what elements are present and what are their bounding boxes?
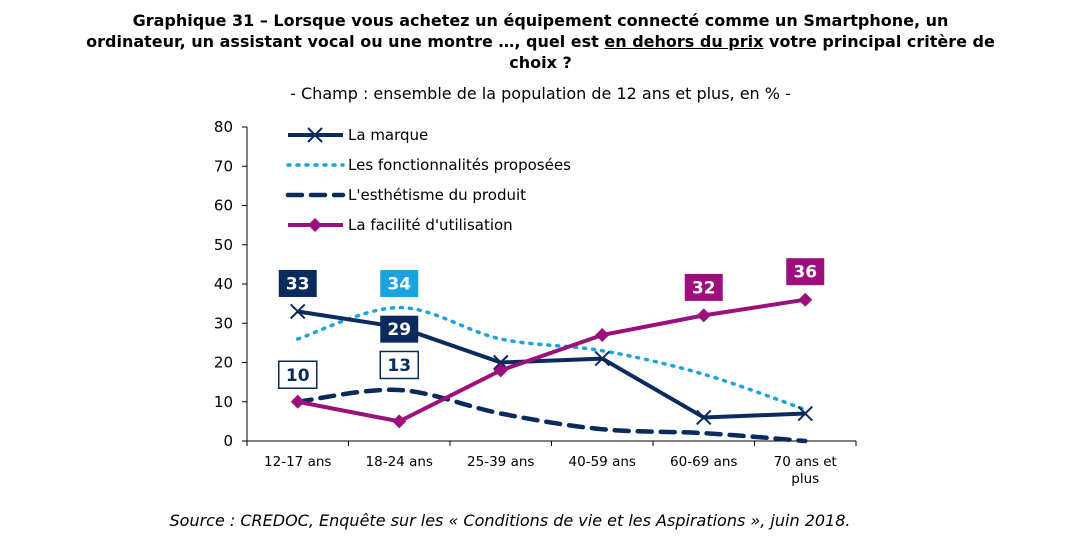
series-line [296,305,807,412]
series-line [295,387,808,444]
data-label-text: 10 [286,366,310,386]
x-tick-label-line: 25-39 ans [467,454,534,470]
data-label-box [278,360,318,389]
data-label-text: 36 [793,263,817,283]
data-label-box [379,350,419,380]
chart-title: Graphique 31 – Lorsque vous achetez un é… [0,10,1081,73]
legend-label: La facilité d'utilisation [348,216,513,234]
title-line-2-end: votre principal critère de [763,32,995,51]
data-label: 34 [380,270,419,298]
data-label-box [786,258,825,286]
data-point-marker [290,303,306,320]
data-point-marker [696,308,711,323]
y-tick-label: 50 [214,236,233,254]
data-labels: 33 29 34 10 13 32 36 [278,258,825,389]
x-tick-label: 60-69 ans [670,454,737,470]
data-point-marker [595,328,610,343]
legend-item: La facilité d'utilisation [288,216,513,234]
y-tick-label: 0 [223,432,233,450]
y-tick-label: 80 [214,118,233,136]
chart-subtitle: - Champ : ensemble de la population de 1… [290,84,791,103]
legend-label: L'esthétisme du produit [348,186,526,204]
title-line-2: ordinateur, un assistant vocal ou une mo… [0,31,1081,52]
title-line-2-start: ordinateur, un assistant vocal ou une mo… [86,32,605,51]
legend-label: Les fonctionnalités proposées [348,156,571,174]
data-label: 36 [786,258,825,286]
y-tick-label: 60 [214,197,233,215]
data-point-marker [798,292,813,307]
data-label-text: 33 [286,274,310,294]
data-label-box [380,315,419,343]
data-label: 29 [380,315,419,343]
y-tick-label: 10 [214,393,233,411]
y-tick-label: 30 [214,314,233,332]
source-note: Source : CREDOC, Enquête sur les « Condi… [169,511,851,530]
series-l-esthetisme-du-produit [295,387,808,444]
series-line [297,309,806,420]
x-tick-label: 25-39 ans [467,454,534,470]
series-la-facilite-d-utilisation [290,292,813,429]
legend-item: La marque [288,126,428,144]
data-label-text: 29 [387,320,411,340]
data-point-marker [493,363,508,378]
x-tick-label-line: plus [791,471,819,487]
legend-item: L'esthétisme du produit [285,186,526,204]
data-label: 32 [684,273,723,301]
x-tick-label-line: 12-17 ans [264,454,331,470]
data-label-box [380,270,419,298]
y-tick-label: 40 [214,275,233,293]
title-line-1: Graphique 31 – Lorsque vous achetez un é… [132,11,949,30]
x-tick-label: 18-24 ans [366,454,433,470]
legend-marker [308,218,322,232]
data-point-marker [696,409,712,426]
legend-label: La marque [348,126,428,144]
x-tick-label: 12-17 ans [264,454,331,470]
x-tick-label-line: 40-59 ans [569,454,636,470]
x-tick-label-line: 60-69 ans [670,454,737,470]
data-point-marker [392,414,407,429]
data-point-marker [290,394,305,409]
data-label: 10 [278,360,318,389]
axes: 0 10 20 30 40 50 60 70 80 12-17 ans 18-24 ans 25-39… [214,118,857,487]
series-les-fonctionnalites-proposees [296,305,807,412]
data-label-text: 13 [387,356,411,376]
title-underlined-phrase: en dehors du prix [604,32,764,51]
data-label-text: 34 [387,275,411,295]
data-point-marker [797,405,813,422]
legend-marker [307,127,323,143]
legend: La marque Les fonctionnalités proposées L'… [285,126,571,234]
series-la-marque [290,303,813,426]
data-label-box [278,269,317,297]
y-tick-label: 70 [214,157,233,175]
data-point-marker [594,350,610,367]
x-tick-label: 40-59 ans [569,454,636,470]
data-label: 13 [379,350,419,380]
x-tick-label-line: 18-24 ans [366,454,433,470]
data-label-box [684,273,723,301]
y-tick-label: 20 [214,354,233,372]
series-line [297,297,806,424]
legend-item: Les fonctionnalités proposées [286,156,571,174]
data-label-text: 32 [692,278,716,298]
series-layer [290,292,813,444]
x-tick-label-line: 70 ans et [774,454,837,470]
data-label: 33 [278,269,317,297]
x-tick-label: 70 ans et plus [774,454,837,487]
title-line-3: choix ? [509,53,572,72]
